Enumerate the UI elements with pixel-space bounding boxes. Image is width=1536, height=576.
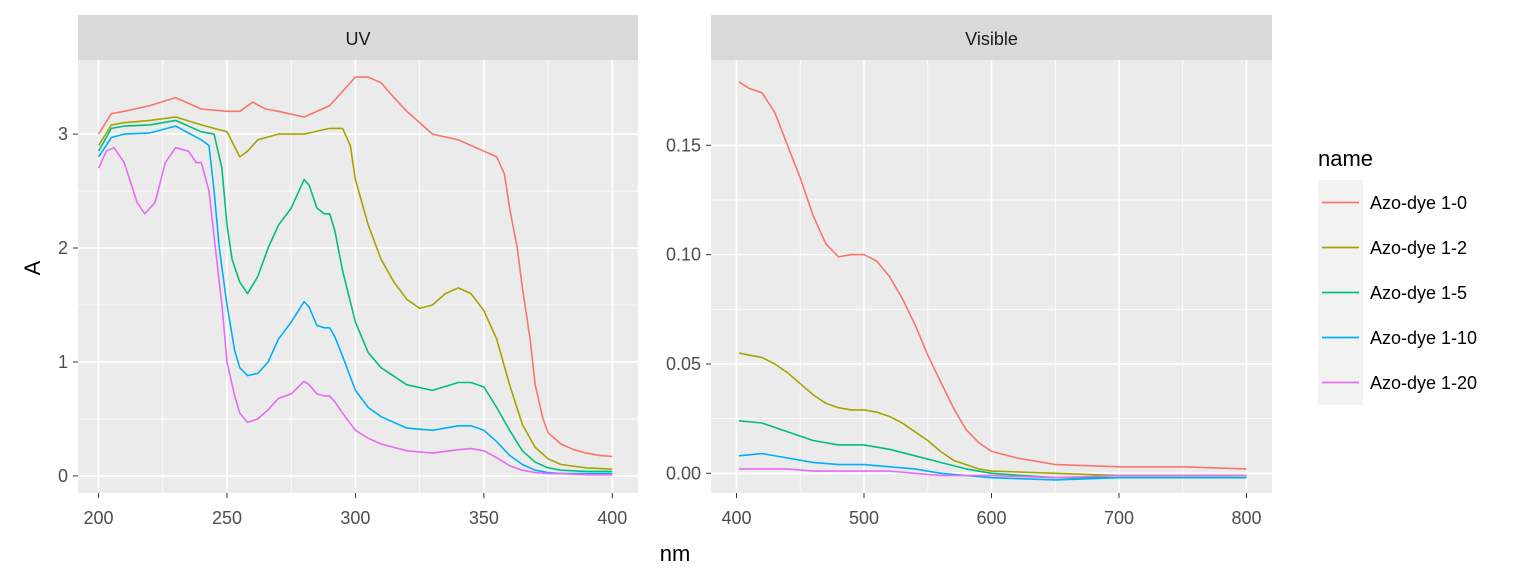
x-tick-label: 400 <box>721 508 751 528</box>
legend-label-azo-dye-1-20: Azo-dye 1-20 <box>1370 373 1477 393</box>
series-line-azo-dye-1-10 <box>97 125 613 475</box>
x-ticks-visible: 400 500 600 700 800 <box>721 493 1262 528</box>
y-tick-label: 0.05 <box>666 354 701 374</box>
series-line-azo-dye-1-2 <box>97 116 613 470</box>
series-line-azo-dye-1-20 <box>97 146 613 476</box>
strip-visible <box>711 15 1272 60</box>
y-ticks-uv: 0 1 2 3 <box>58 124 78 486</box>
x-tick-label: 200 <box>84 508 114 528</box>
x-tick-label: 600 <box>976 508 1006 528</box>
legend-label-azo-dye-1-10: Azo-dye 1-10 <box>1370 328 1477 348</box>
x-tick-label: 700 <box>1104 508 1134 528</box>
plot-area-uv <box>78 60 638 493</box>
x-ticks-uv: 200 250 300 350 400 <box>84 493 627 528</box>
legend-label-azo-dye-1-5: Azo-dye 1-5 <box>1370 283 1467 303</box>
legend-label-azo-dye-1-2: Azo-dye 1-2 <box>1370 238 1467 258</box>
x-tick-label: 250 <box>212 508 242 528</box>
series-visible <box>738 81 1247 481</box>
series-line-azo-dye-1-20 <box>739 468 1247 479</box>
series-line-azo-dye-1-0 <box>738 81 1247 470</box>
y-tick-label: 1 <box>58 352 68 372</box>
panel-uv: UV 200 250 300 350 400 0 1 2 3 <box>58 15 638 528</box>
x-tick-label: 500 <box>849 508 879 528</box>
y-tick-label: 0 <box>58 466 68 486</box>
legend-items: Azo-dye 1-0 Azo-dye 1-2 Azo-dye 1-5 Azo-dye… <box>1318 180 1477 405</box>
x-tick-label: 300 <box>340 508 370 528</box>
y-ticks-visible: 0.00 0.05 0.10 0.15 <box>666 135 711 483</box>
x-tick-label: 800 <box>1231 508 1261 528</box>
strip-title-uv: UV <box>345 29 370 49</box>
y-tick-label: 0.15 <box>666 135 701 155</box>
strip-title-visible: Visible <box>965 29 1018 49</box>
panel-visible: Visible 400 500 600 700 800 0.00 0.05 0.10 0.15 <box>666 15 1272 528</box>
series-line-azo-dye-1-0 <box>97 76 613 458</box>
strip-uv <box>78 15 638 60</box>
series-uv <box>97 76 613 476</box>
legend-title: name <box>1318 146 1373 171</box>
y-tick-label: 0.10 <box>666 245 701 265</box>
legend-label-azo-dye-1-0: Azo-dye 1-0 <box>1370 193 1467 213</box>
x-tick-label: 350 <box>469 508 499 528</box>
y-tick-label: 2 <box>58 238 68 258</box>
series-line-azo-dye-1-10 <box>738 452 1247 481</box>
y-tick-label: 0.00 <box>666 463 701 483</box>
series-line-azo-dye-1-5 <box>97 119 613 473</box>
y-axis-title: A <box>20 260 45 275</box>
x-tick-label: 400 <box>597 508 627 528</box>
y-tick-label: 3 <box>58 124 68 144</box>
series-line-azo-dye-1-2 <box>738 352 1247 477</box>
x-axis-title: nm <box>660 541 691 566</box>
